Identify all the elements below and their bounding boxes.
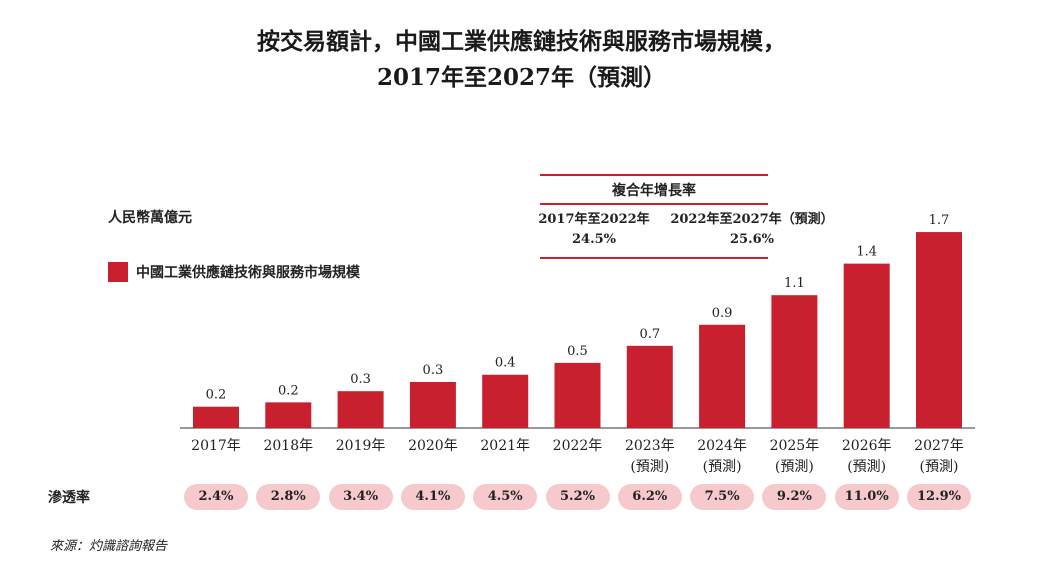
legend-swatch [108,262,128,282]
x-tick-label: 2026年 [842,438,892,454]
x-tick-label: 2027年 [914,438,964,454]
cagr-bottom-line [540,257,768,259]
bar-value-label: 0.9 [712,306,733,321]
cagr-top-line [540,174,768,176]
penetration-pill: 7.5% [690,484,755,510]
legend: 中國工業供應鏈技術與服務市場規模 [108,262,360,282]
x-tick-label: 2018年 [263,438,313,454]
bar-2023年 [626,345,673,428]
cagr-period2-value: 25.6% [729,232,774,247]
penetration-pill: 9.2% [762,484,827,510]
bar-value-label: 1.1 [784,276,805,291]
penetration-pill: 2.8% [256,484,321,510]
bar-value-label: 1.7 [929,213,950,228]
chart-title-line2: 2017年至2027年（預測） [376,64,667,91]
penetration-pill: 3.4% [328,484,393,510]
bar-value-label: 1.4 [856,245,877,260]
bar-2017年 [193,406,239,428]
bar-value-label: 0.5 [567,344,588,359]
penetration-label: 滲透率 [48,490,90,506]
penetration-pill: 4.5% [473,484,538,510]
penetration-pill: 12.9% [907,484,971,510]
bar-value-label: 0.3 [350,372,371,387]
cagr-period1-label: 2017年至2022年 [538,212,650,227]
bar-2020年 [409,381,456,428]
chart-title-line1: 按交易額計，中國工業供應鏈技術與服務市場規模， [257,28,786,55]
bar-2021年 [482,374,529,428]
x-tick-label: 2019年 [336,438,386,454]
x-tick-note: (預測) [920,459,959,475]
bar-value-label: 0.3 [423,363,444,378]
bar-2019年 [337,391,384,428]
bar-value-label: 0.7 [639,327,660,342]
penetration-pill: 5.2% [545,484,610,510]
source-note: 來源：灼識諮詢報告 [50,539,168,554]
x-tick-note: (預測) [630,459,669,475]
bar-2027年 [916,232,962,428]
cagr-title: 複合年增長率 [612,183,696,199]
bar-value-label: 0.4 [495,356,516,371]
cagr-period2: 2022年至2027年（預測） 25.6% [662,210,842,250]
bar-2024年 [699,324,746,428]
x-tick-label: 2024年 [697,438,747,454]
x-tick-label: 2017年 [191,438,241,454]
x-tick-label: 2022年 [553,438,603,454]
cagr-period1: 2017年至2022年 24.5% [533,210,655,250]
bar-2025年 [771,295,818,428]
x-tick-note: (預測) [847,459,886,475]
x-tick-note: (預測) [775,459,814,475]
x-tick-note: (預測) [703,459,742,475]
penetration-pill: 4.1% [400,484,465,510]
penetration-pill: 11.0% [834,484,899,510]
x-tick-label: 2025年 [770,438,820,454]
x-tick-label: 2023年 [625,438,675,454]
x-tick-label: 2021年 [480,438,530,454]
cagr-period2-label: 2022年至2027年（預測） [670,212,834,227]
bar-value-label: 0.2 [278,383,299,398]
penetration-pill: 6.2% [617,484,682,510]
bar-value-label: 0.2 [206,388,227,403]
unit-label: 人民幣萬億元 [108,210,192,226]
bar-2022年 [554,362,601,428]
cagr-period1-value: 24.5% [571,232,616,247]
bar-2026年 [843,263,890,428]
bar-2018年 [265,402,312,428]
x-tick-label: 2020年 [408,438,458,454]
penetration-pill: 2.4% [184,484,248,510]
legend-label: 中國工業供應鏈技術與服務市場規模 [136,265,360,281]
cagr-mid-line [540,203,768,205]
